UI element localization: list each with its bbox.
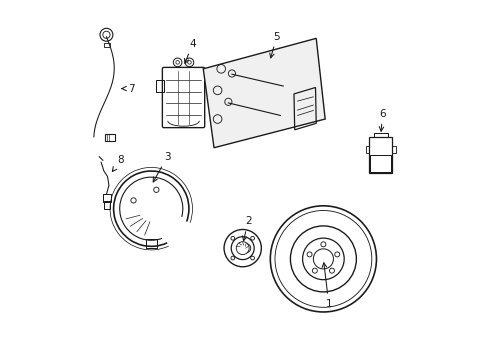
Bar — [392, 146, 395, 153]
Bar — [369, 154, 390, 172]
Text: 6: 6 — [379, 109, 385, 131]
Bar — [104, 134, 115, 140]
Text: 5: 5 — [269, 32, 280, 58]
Text: 3: 3 — [153, 152, 170, 182]
Bar — [103, 201, 110, 210]
Text: 2: 2 — [242, 216, 251, 241]
Bar — [365, 146, 368, 153]
Bar — [104, 43, 109, 47]
Bar — [368, 137, 392, 173]
Text: 7: 7 — [122, 84, 135, 94]
Bar — [145, 239, 156, 248]
Text: 4: 4 — [184, 39, 195, 63]
Bar — [102, 194, 110, 202]
Polygon shape — [203, 39, 325, 148]
Text: 1: 1 — [322, 263, 331, 309]
Bar — [373, 133, 387, 137]
Text: 8: 8 — [112, 155, 124, 171]
